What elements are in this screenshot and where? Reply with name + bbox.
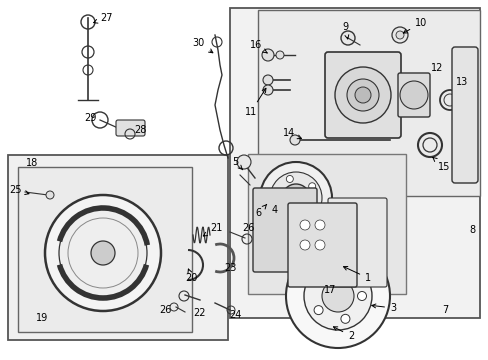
Text: 17: 17: [323, 285, 336, 295]
Circle shape: [340, 269, 349, 278]
Circle shape: [340, 31, 354, 45]
Text: 30: 30: [192, 38, 212, 53]
Circle shape: [262, 49, 273, 61]
Text: 3: 3: [371, 303, 395, 313]
Text: 25: 25: [9, 185, 29, 195]
Circle shape: [289, 135, 299, 145]
Text: 7: 7: [441, 305, 447, 315]
Bar: [247, 154, 405, 294]
Circle shape: [237, 155, 250, 169]
Circle shape: [308, 206, 315, 213]
Text: 9: 9: [341, 22, 348, 39]
Circle shape: [391, 27, 407, 43]
Circle shape: [286, 175, 293, 183]
Circle shape: [314, 220, 325, 230]
Text: 21: 21: [203, 223, 222, 236]
Circle shape: [45, 195, 161, 311]
Text: 4: 4: [271, 205, 278, 215]
Circle shape: [272, 194, 279, 202]
Text: 26: 26: [159, 305, 171, 315]
Circle shape: [59, 209, 147, 297]
Circle shape: [263, 85, 272, 95]
Text: 26: 26: [242, 223, 254, 233]
Circle shape: [334, 67, 390, 123]
Text: 16: 16: [249, 40, 266, 53]
Circle shape: [263, 75, 272, 85]
Text: 28: 28: [134, 125, 146, 135]
Circle shape: [285, 244, 389, 348]
Text: 22: 22: [193, 308, 206, 318]
Circle shape: [299, 220, 309, 230]
Circle shape: [299, 240, 309, 250]
Circle shape: [399, 81, 427, 109]
Circle shape: [313, 306, 323, 315]
Circle shape: [308, 183, 315, 190]
Circle shape: [91, 241, 115, 265]
Circle shape: [282, 184, 309, 212]
Circle shape: [395, 31, 403, 39]
Text: 2: 2: [333, 327, 353, 341]
Text: 18: 18: [26, 158, 38, 168]
Bar: [258, 10, 479, 196]
Circle shape: [357, 292, 366, 301]
Circle shape: [346, 79, 378, 111]
Circle shape: [269, 172, 321, 224]
FancyBboxPatch shape: [116, 120, 145, 136]
Bar: [8, 155, 227, 340]
Circle shape: [261, 189, 272, 201]
Circle shape: [304, 262, 371, 330]
FancyBboxPatch shape: [397, 73, 429, 117]
Text: 29: 29: [83, 113, 96, 123]
Text: 23: 23: [224, 263, 236, 273]
Text: 11: 11: [244, 88, 265, 117]
FancyBboxPatch shape: [325, 52, 400, 138]
Circle shape: [314, 240, 325, 250]
Circle shape: [275, 51, 284, 59]
Text: 13: 13: [455, 77, 467, 87]
Circle shape: [340, 314, 349, 323]
Text: 8: 8: [468, 225, 474, 235]
Text: 6: 6: [255, 204, 266, 218]
Circle shape: [313, 278, 323, 287]
Text: 5: 5: [231, 157, 242, 170]
FancyBboxPatch shape: [252, 188, 316, 272]
FancyBboxPatch shape: [287, 203, 356, 287]
Circle shape: [354, 87, 370, 103]
Circle shape: [46, 191, 54, 199]
Bar: [18, 167, 192, 332]
FancyBboxPatch shape: [327, 198, 386, 287]
Text: 20: 20: [185, 269, 198, 283]
Text: 27: 27: [93, 13, 112, 23]
Text: 1: 1: [343, 266, 370, 283]
Text: 19: 19: [36, 313, 48, 323]
Text: 12: 12: [430, 63, 442, 73]
Circle shape: [321, 280, 353, 312]
Text: 10: 10: [403, 18, 427, 33]
Bar: [229, 8, 479, 318]
Text: 15: 15: [432, 157, 449, 172]
Circle shape: [260, 162, 331, 234]
Circle shape: [286, 213, 293, 221]
FancyBboxPatch shape: [451, 47, 477, 183]
Text: 14: 14: [282, 128, 301, 139]
Text: 24: 24: [228, 310, 241, 320]
